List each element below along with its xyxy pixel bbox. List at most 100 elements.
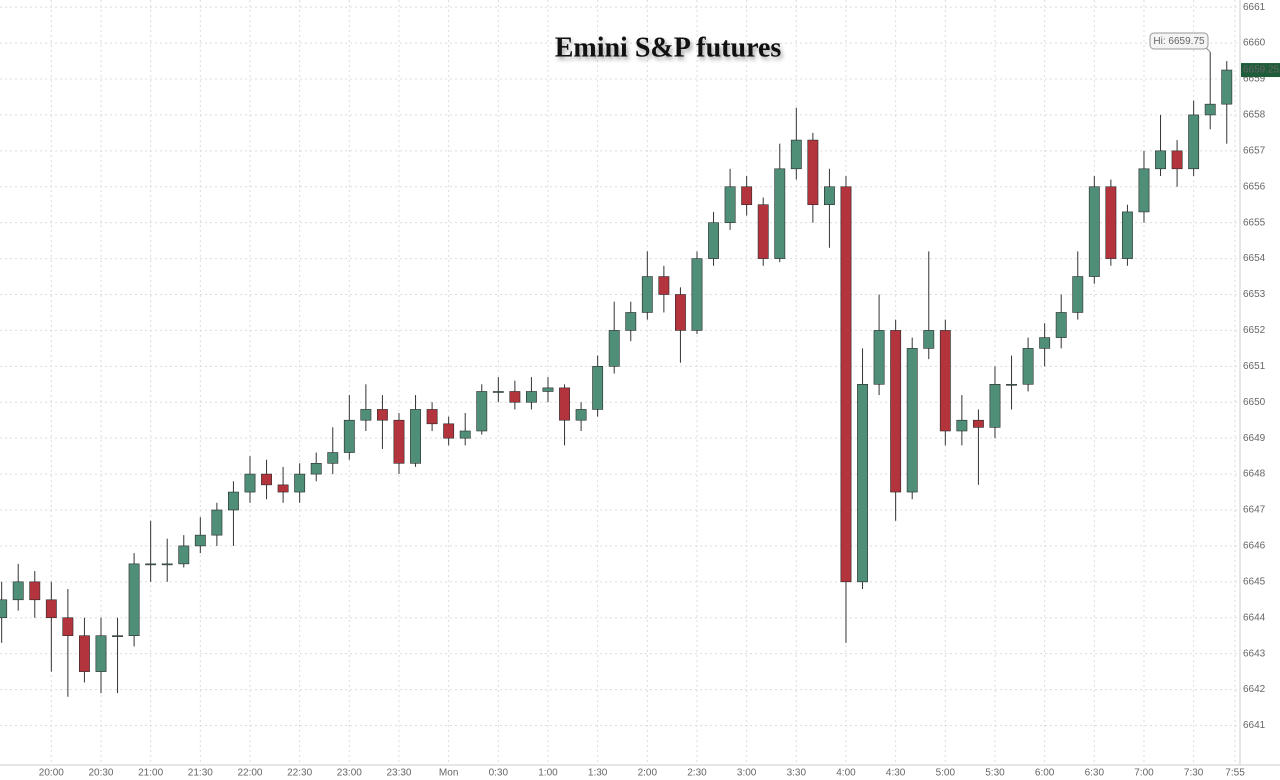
- y-tick-label: 6647: [1243, 505, 1266, 516]
- x-tick-label: 0:30: [489, 768, 509, 779]
- candle-body: [45, 599, 57, 619]
- x-tick-label: 5:30: [985, 768, 1005, 779]
- x-tick-label: 7:55: [1225, 768, 1245, 779]
- candle-body: [956, 419, 968, 432]
- y-tick-label: 6648: [1243, 469, 1266, 480]
- x-tick-label: 23:00: [337, 768, 362, 779]
- x-tick-label: 1:30: [588, 768, 608, 779]
- x-tick-label: 6:30: [1085, 768, 1105, 779]
- candle-body: [1221, 69, 1233, 105]
- candle-body: [592, 366, 604, 410]
- y-tick-label: 6644: [1243, 612, 1266, 623]
- x-tick-label: 2:00: [638, 768, 658, 779]
- y-tick-label: 6649: [1243, 433, 1266, 444]
- x-tick-label: 3:00: [737, 768, 757, 779]
- candle-body: [360, 409, 372, 421]
- candle-body: [890, 330, 902, 493]
- x-tick-label: 7:30: [1184, 768, 1204, 779]
- candle-body: [774, 168, 786, 259]
- candle-body: [873, 330, 885, 385]
- x-tick-label: 4:30: [886, 768, 906, 779]
- candle-body: [393, 419, 405, 464]
- candle-body: [227, 491, 239, 511]
- candle-body: [29, 581, 41, 601]
- x-tick-label: 21:00: [138, 768, 163, 779]
- candle-body: [1022, 348, 1034, 385]
- last-price-label: 6659.25: [1243, 65, 1280, 76]
- y-tick-label: 6643: [1243, 648, 1266, 659]
- candle-body: [145, 563, 157, 566]
- y-tick-label: 6641: [1243, 720, 1266, 731]
- candle-body: [12, 581, 24, 601]
- x-tick-label: 7:00: [1134, 768, 1154, 779]
- candle-body: [426, 409, 438, 425]
- candles: [0, 52, 1233, 697]
- candle-body: [277, 484, 289, 493]
- x-tick-label: 20:00: [39, 768, 64, 779]
- candle-body: [625, 312, 637, 331]
- last-price-box: [1241, 63, 1280, 78]
- candle-body: [989, 383, 1001, 428]
- candle-body: [1171, 150, 1183, 170]
- grid: [0, 0, 1240, 765]
- labels: 6641 6642 6643 6644 6645 6646 6647 6648 6649 6650…: [39, 2, 1280, 779]
- candle-body: [1055, 312, 1067, 338]
- candle-body: [161, 563, 173, 566]
- candle-body: [343, 419, 355, 453]
- high-annotation: Hi: 6659.75: [1153, 36, 1205, 47]
- candle-body: [79, 635, 90, 672]
- y-tick-label: 6650: [1243, 397, 1266, 408]
- candle-body: [1105, 186, 1117, 259]
- candle-body: [509, 391, 521, 403]
- candle-body: [62, 617, 74, 637]
- candle-body: [327, 452, 339, 464]
- candle-body: [1155, 150, 1166, 170]
- x-tick-label: 6:00: [1035, 768, 1055, 779]
- candle-body: [840, 186, 852, 583]
- candle-body: [294, 473, 306, 493]
- candle-body: [641, 276, 653, 313]
- candle-body: [575, 409, 587, 421]
- candle-body: [923, 330, 935, 349]
- y-tick-label: 6656: [1243, 181, 1266, 192]
- chart-title: Emini S&P futures: [555, 32, 782, 63]
- candle-body: [1204, 103, 1216, 116]
- candle-body: [939, 330, 951, 432]
- candle-body: [708, 222, 719, 259]
- candle-body: [0, 599, 8, 619]
- candle-body: [376, 409, 388, 421]
- candle-body: [691, 258, 703, 331]
- y-tick-label: 6645: [1243, 576, 1266, 587]
- y-tick-label: 6659: [1243, 74, 1266, 85]
- candle-body: [1121, 211, 1133, 259]
- y-tick-label: 6660: [1243, 38, 1266, 49]
- y-tick-label: 6642: [1243, 684, 1266, 695]
- candle-body: [128, 563, 140, 637]
- x-tick-label: 3:30: [787, 768, 807, 779]
- x-tick-label: 5:00: [936, 768, 956, 779]
- candle-body: [492, 391, 504, 393]
- candle-body: [1072, 276, 1084, 313]
- y-tick-label: 6655: [1243, 217, 1266, 228]
- y-tick-label: 6661: [1243, 2, 1266, 13]
- x-tick-label: 22:30: [287, 768, 312, 779]
- candle-body: [559, 387, 570, 421]
- candle-body: [1188, 114, 1200, 170]
- candle-body: [741, 186, 753, 206]
- y-tick-label: 6646: [1243, 541, 1266, 552]
- high-annotation-box: [1149, 32, 1209, 50]
- y-tick-label: 6658: [1243, 110, 1266, 121]
- candle-body: [244, 473, 256, 493]
- x-tick-label: 2:30: [687, 768, 707, 779]
- y-tick-label: 6654: [1243, 253, 1266, 264]
- candle-body: [1039, 337, 1051, 349]
- candle-body: [476, 391, 488, 432]
- candle-body: [310, 463, 322, 475]
- candle-body: [724, 186, 736, 223]
- y-tick-label: 6653: [1243, 289, 1266, 300]
- candle-body: [857, 383, 868, 583]
- candle-body: [823, 186, 835, 206]
